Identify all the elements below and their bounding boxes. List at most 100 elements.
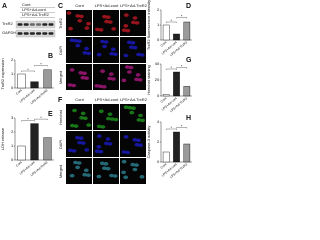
y-tick-label: 20 xyxy=(155,77,160,82)
y-tick-label: 2 xyxy=(11,129,14,134)
cell xyxy=(82,71,87,76)
significance-bracket xyxy=(34,65,48,67)
blot-band xyxy=(42,32,48,35)
cell xyxy=(112,174,118,178)
cell xyxy=(130,41,136,45)
cell xyxy=(95,27,100,32)
cell xyxy=(109,51,115,56)
cell xyxy=(86,173,91,177)
cell xyxy=(136,52,141,57)
cell xyxy=(84,26,90,30)
y-tick-label: 0 xyxy=(157,37,160,42)
blot-band xyxy=(29,32,35,35)
significance-mark: * xyxy=(181,14,183,19)
x-tick-label: Cont xyxy=(160,96,168,103)
image-row-label: Merged xyxy=(58,71,63,85)
cell xyxy=(94,149,100,153)
cell xyxy=(134,77,139,82)
cell xyxy=(108,72,114,76)
cell xyxy=(136,138,141,143)
cell xyxy=(103,40,109,44)
cell xyxy=(102,14,107,19)
cell xyxy=(140,118,146,123)
cell xyxy=(84,76,89,80)
image-row-label: DAPI xyxy=(58,46,63,55)
y-tick-label: 1 xyxy=(11,143,14,148)
cell xyxy=(73,160,78,165)
bar xyxy=(162,151,170,163)
cell xyxy=(98,109,104,114)
y-tick-label: 1 xyxy=(11,71,14,76)
cell xyxy=(101,85,107,89)
blot-column-label: Cont xyxy=(22,2,31,7)
cell xyxy=(104,141,109,146)
cell xyxy=(100,39,105,44)
y-axis-label: Caspase-3 activity xyxy=(146,126,151,159)
cell xyxy=(107,76,113,81)
cell xyxy=(139,53,145,57)
panel-label: B xyxy=(48,53,53,60)
cell xyxy=(123,53,129,58)
y-tick-label: 2 xyxy=(11,57,14,62)
cell xyxy=(102,166,107,170)
cell xyxy=(96,134,102,138)
significance-mark: * xyxy=(27,117,29,122)
cell xyxy=(127,105,133,110)
cell xyxy=(121,78,127,83)
significance-mark: * xyxy=(40,61,42,66)
bar xyxy=(183,86,191,97)
y-axis-label: TrxR2 expression xyxy=(0,58,5,89)
cell xyxy=(77,140,82,145)
cell xyxy=(75,43,81,48)
image-column-label: LPS+Ad-cont xyxy=(95,3,120,8)
cell xyxy=(80,141,86,145)
cell xyxy=(67,83,73,87)
image-column-label: LPS+Ad-TrxR2 xyxy=(120,3,148,8)
cell xyxy=(123,105,129,109)
cell xyxy=(109,117,115,121)
cell xyxy=(121,150,127,154)
y-tick-label: 0 xyxy=(157,93,160,98)
cell xyxy=(121,159,127,164)
significance-bracket xyxy=(166,68,177,70)
blot-row-label: GAPDH xyxy=(2,30,16,35)
cell xyxy=(96,124,102,129)
y-tick-label: 1 xyxy=(157,22,160,27)
significance-mark: * xyxy=(27,67,29,72)
cell xyxy=(132,167,138,172)
cell xyxy=(82,172,88,177)
significance-mark: * xyxy=(171,65,173,70)
bar xyxy=(30,81,39,89)
x-tick-label: Cont xyxy=(160,162,168,169)
y-tick-label: 4 xyxy=(157,119,160,124)
cell xyxy=(125,28,131,33)
cell xyxy=(78,71,84,75)
cell xyxy=(121,170,126,175)
blot-band xyxy=(23,32,29,35)
panel-label: A xyxy=(2,3,7,10)
cell xyxy=(131,20,136,25)
y-axis-label: Hoechst staining xyxy=(146,65,151,95)
blot-band xyxy=(48,23,54,26)
blot-row-label: TrxR2 xyxy=(2,21,14,26)
blot-band xyxy=(17,23,23,26)
y-tick-label: 0 xyxy=(11,157,14,162)
cell xyxy=(82,51,88,55)
blot-band xyxy=(36,32,42,35)
cell xyxy=(68,26,73,31)
image-row-label: DAPI xyxy=(58,140,63,149)
cell xyxy=(124,65,130,69)
bar xyxy=(43,137,52,161)
blot-band xyxy=(48,32,54,35)
cell xyxy=(78,136,84,140)
blot-strip xyxy=(15,29,56,38)
cell xyxy=(126,40,132,45)
cell xyxy=(107,112,113,116)
x-tick-label: Cont xyxy=(15,88,23,95)
image-row-label: Merged xyxy=(58,165,63,179)
cell xyxy=(104,19,109,24)
cell xyxy=(123,175,129,180)
cell xyxy=(107,20,113,24)
cell xyxy=(103,162,109,166)
cell xyxy=(111,27,117,31)
